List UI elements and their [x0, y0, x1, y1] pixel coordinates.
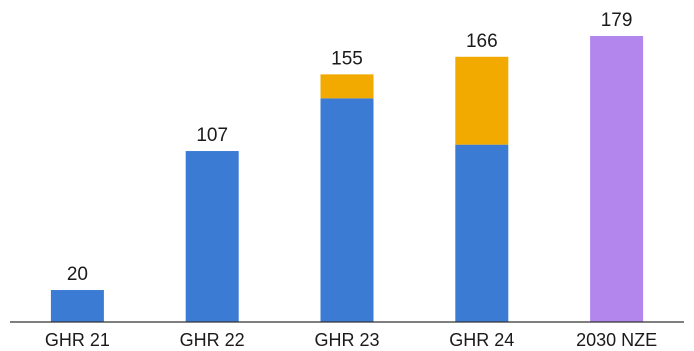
bar-segment-4-1 — [455, 144, 509, 322]
x-tick-labels: GHR 21 GHR 22 GHR 23 GHR 24 2030 NZE — [45, 330, 657, 350]
bar-segment-5-3 — [590, 36, 644, 322]
bar-segment-1-1 — [50, 290, 104, 322]
data-label-4: 166 — [466, 31, 498, 52]
data-labels: 20 107 155 166 179 — [67, 10, 633, 285]
x-tick-label-3: GHR 23 — [314, 330, 379, 350]
bar-segment-2-1 — [185, 151, 239, 322]
data-label-5: 179 — [601, 10, 633, 31]
x-tick-label-1: GHR 21 — [45, 330, 110, 350]
data-label-3: 155 — [331, 48, 363, 69]
bar-segment-4-2 — [455, 56, 509, 145]
data-label-1: 20 — [67, 264, 88, 285]
bars-group — [50, 36, 644, 322]
x-tick-label-5: 2030 NZE — [576, 330, 657, 350]
data-label-2: 107 — [196, 125, 228, 146]
bar-segment-3-2 — [320, 74, 374, 99]
bar-segment-3-1 — [320, 98, 374, 322]
x-tick-label-2: GHR 22 — [180, 330, 245, 350]
x-tick-label-4: GHR 24 — [449, 330, 514, 350]
